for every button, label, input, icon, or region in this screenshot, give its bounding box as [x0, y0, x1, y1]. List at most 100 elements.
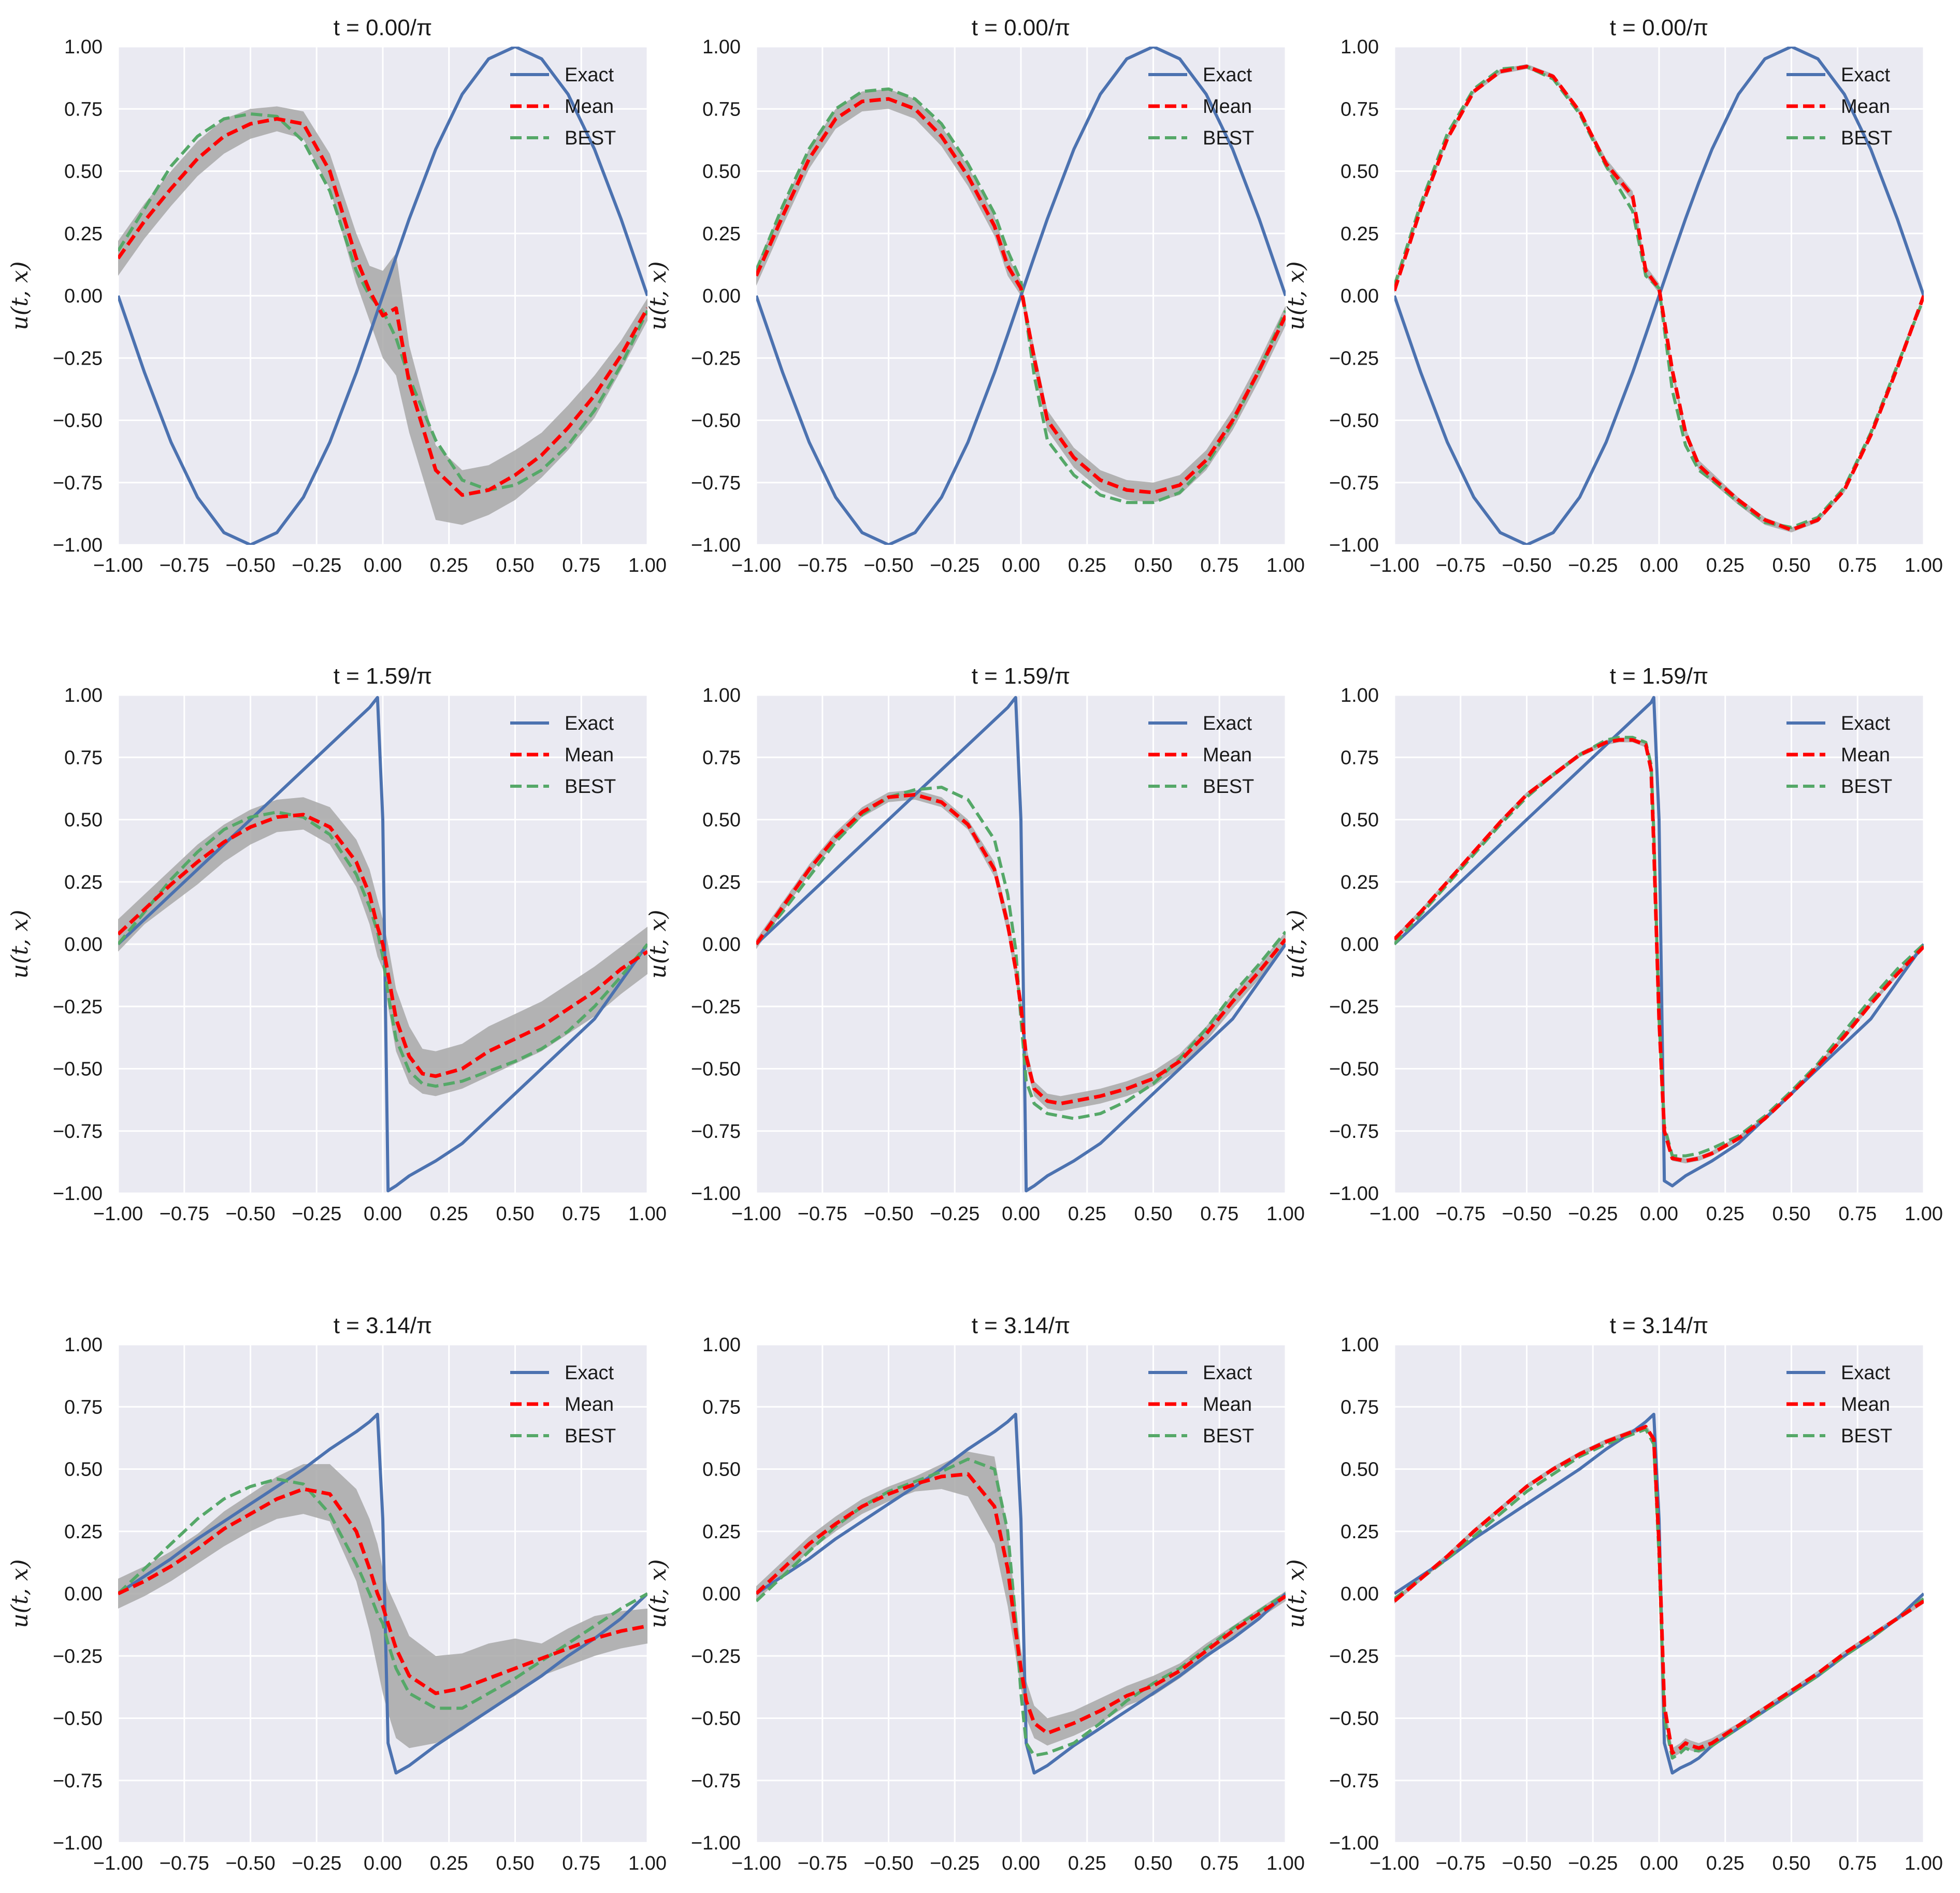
- x-tick-label: −0.50: [863, 1203, 913, 1225]
- x-tick-label: 0.00: [1002, 1853, 1040, 1874]
- x-tick-label: 0.50: [496, 1203, 535, 1225]
- legend-label-mean: Mean: [565, 744, 614, 766]
- y-tick-label: 0.25: [1341, 872, 1379, 893]
- x-tick-label: −0.75: [1436, 1203, 1486, 1225]
- x-tick-label: 0.50: [1134, 555, 1173, 576]
- x-tick-label: −1.00: [93, 1203, 143, 1225]
- x-tick-label: 0.75: [1838, 1203, 1877, 1225]
- x-tick-label: 0.25: [1068, 1853, 1106, 1874]
- x-tick-label: 0.25: [1068, 1203, 1106, 1225]
- subplot-2: −1.00 −0.75 −0.50 −0.25 0.00 0.25 0.50 0.75 1.00…: [645, 15, 1305, 576]
- subplot-6: −1.00 −0.75 −0.50 −0.25 0.00 0.25 0.50 0.75 1.00…: [1283, 663, 1943, 1225]
- y-tick-label: 0.00: [1341, 1583, 1379, 1605]
- series-exact-line: [756, 47, 1286, 545]
- y-tick-label: −0.50: [1329, 1059, 1379, 1080]
- y-tick-label: −0.75: [1329, 1770, 1379, 1792]
- legend-label-exact: Exact: [1203, 64, 1252, 86]
- y-tick-label: −1.00: [53, 1832, 103, 1854]
- x-tick-label: −0.50: [225, 555, 275, 576]
- legend-label-exact: Exact: [565, 713, 614, 734]
- y-tick-label: 0.50: [64, 1459, 103, 1481]
- x-tick-label: −0.25: [930, 555, 979, 576]
- x-tick-label: −0.75: [798, 555, 847, 576]
- y-axis-label: u(t, x): [645, 1559, 671, 1628]
- series-best-line: [1394, 65, 1924, 529]
- y-tick-label: −1.00: [691, 1832, 741, 1854]
- series-exact-line: [1394, 47, 1924, 545]
- y-tick-label: 0.50: [1341, 810, 1379, 831]
- y-axis-label: u(t, x): [1283, 909, 1309, 978]
- legend: Exact Mean BEST: [1786, 713, 1892, 798]
- legend-label-mean: Mean: [1841, 96, 1890, 118]
- y-tick-label: 0.50: [1341, 161, 1379, 183]
- y-tick-label: 0.25: [1341, 223, 1379, 245]
- y-tick-label: 0.75: [64, 98, 103, 120]
- subplot-8: −1.00 −0.75 −0.50 −0.25 0.00 0.25 0.50 0.75 1.00…: [645, 1313, 1305, 1874]
- y-tick-label: −0.75: [53, 1770, 103, 1792]
- y-tick-label: −0.75: [1329, 472, 1379, 494]
- x-tick-label: −1.00: [93, 555, 143, 576]
- x-tick-label: 0.25: [430, 1853, 468, 1874]
- series-best-line: [1394, 735, 1924, 1158]
- series-mean-line: [1394, 1425, 1924, 1755]
- series-mean-line: [1394, 65, 1924, 532]
- series-mean-line: [756, 1472, 1286, 1735]
- subplot-5: −1.00 −0.75 −0.50 −0.25 0.00 0.25 0.50 0.75 1.00…: [645, 663, 1305, 1225]
- legend: Exact Mean BEST: [1786, 1362, 1892, 1447]
- x-tick-label: −1.00: [731, 555, 781, 576]
- y-tick-label: −0.25: [1329, 348, 1379, 369]
- x-tick-label: 0.25: [1068, 555, 1106, 576]
- legend: Exact Mean BEST: [510, 713, 616, 798]
- legend: Exact Mean BEST: [1148, 713, 1254, 798]
- legend-label-exact: Exact: [565, 1362, 614, 1384]
- x-tick-label: 0.00: [1640, 555, 1678, 576]
- y-tick-label: −0.25: [1329, 996, 1379, 1018]
- y-tick-label: −0.25: [691, 348, 741, 369]
- x-tick-label: −0.75: [1436, 555, 1486, 576]
- x-tick-label: 0.25: [430, 1203, 468, 1225]
- x-tick-label: −0.50: [1502, 1203, 1551, 1225]
- data-layer: [118, 1412, 647, 1775]
- x-tick-label: 1.00: [1905, 1203, 1943, 1225]
- subplot-title: t = 1.59/π: [1610, 663, 1709, 689]
- x-tick-label: 0.00: [364, 1203, 402, 1225]
- subplot-title: t = 3.14/π: [1610, 1313, 1709, 1338]
- legend-label-best: BEST: [1203, 1425, 1254, 1447]
- y-tick-label: 0.50: [64, 810, 103, 831]
- data-layer: [118, 47, 647, 545]
- legend-label-mean: Mean: [565, 96, 614, 118]
- legend-label-exact: Exact: [565, 64, 614, 86]
- y-tick-label: −0.50: [1329, 1708, 1379, 1730]
- legend-label-best: BEST: [565, 127, 616, 149]
- x-tick-label: −1.00: [1370, 1203, 1419, 1225]
- x-tick-label: −0.25: [1568, 555, 1618, 576]
- subplot-title: t = 3.14/π: [334, 1313, 433, 1338]
- subplot-4: −1.00 −0.75 −0.50 −0.25 0.00 0.25 0.50 0.75 1.00…: [7, 663, 667, 1225]
- x-tick-label: 0.25: [1706, 555, 1745, 576]
- y-tick-label: 0.00: [1341, 285, 1379, 307]
- legend: Exact Mean BEST: [1148, 1362, 1254, 1447]
- x-tick-label: 0.00: [364, 555, 402, 576]
- data-layer: [756, 1412, 1286, 1775]
- x-tick-label: 0.00: [364, 1853, 402, 1874]
- subplot-title: t = 1.59/π: [972, 663, 1071, 689]
- series-best-line: [118, 112, 647, 492]
- y-tick-label: −0.25: [53, 1645, 103, 1667]
- y-tick-label: 1.00: [1341, 685, 1379, 706]
- x-tick-label: 0.50: [1772, 555, 1811, 576]
- data-layer: [756, 47, 1286, 545]
- x-tick-label: −0.75: [798, 1203, 847, 1225]
- y-tick-label: 0.75: [1341, 747, 1379, 769]
- x-tick-label: 0.75: [1838, 555, 1877, 576]
- series-exact-line: [756, 696, 1286, 1193]
- series-mean-line: [118, 813, 647, 1078]
- y-tick-label: −1.00: [691, 534, 741, 556]
- y-tick-label: 0.75: [702, 747, 741, 769]
- series-mean-line: [756, 792, 1286, 1106]
- y-tick-label: −0.50: [691, 1059, 741, 1080]
- x-tick-label: 0.50: [496, 1853, 535, 1874]
- x-tick-label: −1.00: [731, 1203, 781, 1225]
- legend-label-mean: Mean: [1841, 1394, 1890, 1415]
- y-tick-label: 0.00: [64, 934, 103, 956]
- x-tick-label: 0.25: [1706, 1203, 1745, 1225]
